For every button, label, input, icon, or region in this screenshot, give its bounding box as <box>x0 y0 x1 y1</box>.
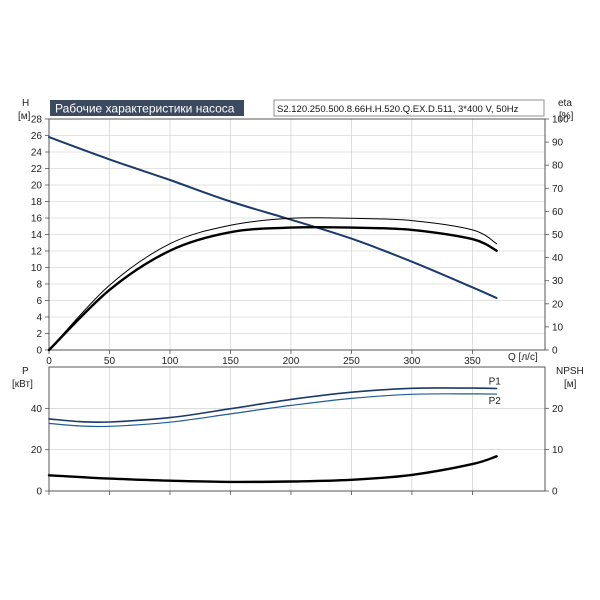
series-line-0-2 <box>47 225 498 352</box>
right-tick-label: 50 <box>552 230 564 241</box>
left-tick-label: 12 <box>31 247 43 258</box>
left-tick-label: 22 <box>31 164 43 175</box>
left-tick-label: 0 <box>36 346 42 357</box>
x-tick-label: 100 <box>162 356 179 367</box>
right-tick-label: 20 <box>552 299 564 310</box>
left-tick-label: 20 <box>31 445 43 456</box>
x-tick-label: 250 <box>343 356 360 367</box>
x-tick-label: 150 <box>222 356 239 367</box>
series-line-1-1 <box>48 393 498 428</box>
right-tick-label: 10 <box>552 322 564 333</box>
x-tick-label: 200 <box>283 356 300 367</box>
chart-title: Рабочие характеристики насоса <box>55 102 235 116</box>
p-axis-label: P <box>22 366 29 377</box>
p-axis-unit: [кВт] <box>12 379 33 390</box>
left-tick-label: 14 <box>31 230 43 241</box>
h-axis-unit: [м] <box>18 111 31 122</box>
right-tick-label: 0 <box>552 487 558 498</box>
left-tick-label: 10 <box>31 263 43 274</box>
left-tick-label: 20 <box>31 181 43 192</box>
right-tick-label: 60 <box>552 207 564 218</box>
series-label: P1 <box>489 376 502 387</box>
plot-frame <box>48 366 546 492</box>
series-line-0-1 <box>48 217 498 351</box>
model-box <box>273 99 545 117</box>
left-tick-label: 28 <box>31 115 43 126</box>
right-tick-label: 70 <box>552 184 564 195</box>
npsh-axis-unit: [м] <box>564 379 577 390</box>
left-tick-label: 8 <box>36 280 42 291</box>
x-tick-label: 350 <box>464 356 481 367</box>
model-label: S2.120.250.500.8.66H.H.520.Q.EX.D.511, 3… <box>277 104 519 115</box>
right-tick-label: 40 <box>552 253 564 264</box>
left-tick-label: 40 <box>31 404 43 415</box>
right-tick-label: 10 <box>552 445 564 456</box>
left-tick-label: 2 <box>36 329 42 340</box>
eta-axis-label: eta <box>558 98 572 109</box>
left-tick-label: 26 <box>31 131 43 142</box>
right-tick-label: 80 <box>552 161 564 172</box>
right-tick-label: 0 <box>552 346 558 357</box>
series-label: P2 <box>489 396 502 407</box>
x-tick-label: 50 <box>104 356 116 367</box>
left-tick-label: 18 <box>31 197 43 208</box>
left-tick-label: 24 <box>31 148 43 159</box>
left-tick-label: 4 <box>36 313 42 324</box>
eta-axis-unit: [%] <box>559 111 574 122</box>
left-tick-label: 6 <box>36 296 42 307</box>
left-tick-label: 16 <box>31 214 43 225</box>
series-line-0-0 <box>48 136 498 299</box>
right-tick-label: 100 <box>552 115 569 126</box>
series-line-1-2 <box>47 455 498 484</box>
title-bar <box>50 100 244 116</box>
h-axis-label: H <box>22 98 29 109</box>
series-line-1-0 <box>48 387 498 424</box>
right-tick-label: 30 <box>552 276 564 287</box>
x-tick-label: 300 <box>404 356 421 367</box>
x-tick-label: 0 <box>46 356 52 367</box>
q-axis-label: Q [л/с] <box>508 352 538 363</box>
right-tick-label: 90 <box>552 138 564 149</box>
right-tick-label: 20 <box>552 404 564 415</box>
left-tick-label: 0 <box>36 487 42 498</box>
npsh-axis-label: NPSH <box>556 366 584 377</box>
